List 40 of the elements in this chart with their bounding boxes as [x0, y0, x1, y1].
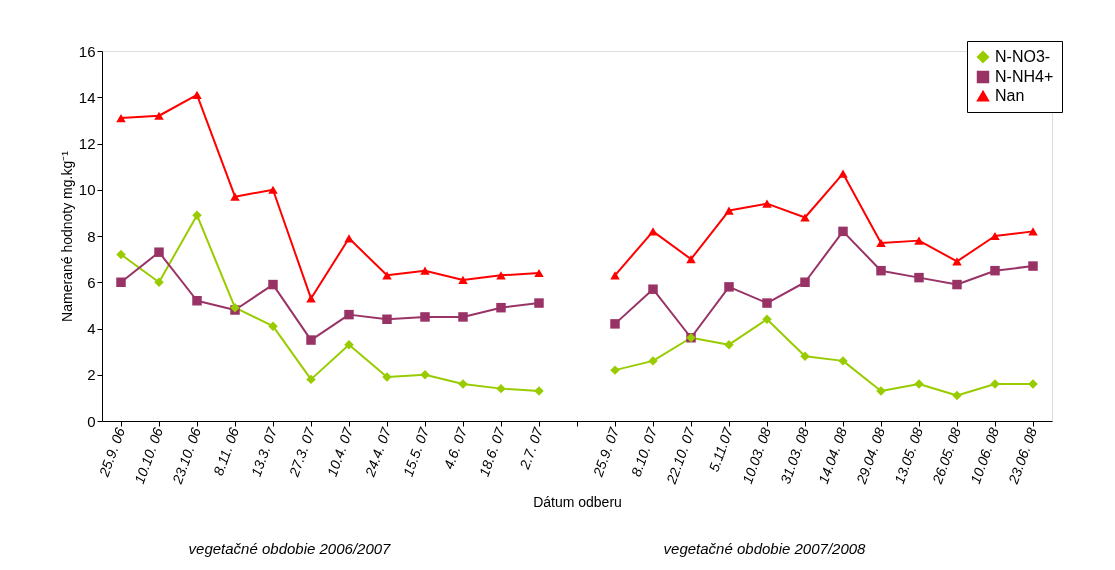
x-tick-label: 26.05. 08 [928, 425, 965, 487]
y-tick-label: 12 [78, 135, 96, 152]
x-tick-label: 10.4. 07 [323, 424, 357, 479]
x-tick-label: 10.06. 08 [967, 425, 1003, 486]
x-tick-label: 10.10. 06 [131, 425, 167, 486]
text: vegetačné obdobie 2007/2008 [663, 540, 867, 557]
x-tick-label: 24.4. 07 [361, 424, 395, 480]
x-tick-label: 10.03. 08 [739, 425, 775, 486]
x-tick-label: 25.9. 06 [95, 425, 129, 480]
y-tick-label: 0 [87, 412, 96, 430]
legend-label: N-NO3- [995, 48, 1051, 65]
x-tick-label: 25.9. 07 [589, 424, 623, 480]
y-tick-label: 4 [87, 320, 96, 337]
y-tick-label: 16 [78, 42, 96, 60]
legend-label: Nan [995, 87, 1025, 104]
x-tick-label: 2.7. 07 [516, 424, 547, 473]
y-axis-title: Namerané hodnoty mg.kg⁻¹ [58, 150, 75, 322]
x-tick-label: 27.3. 07 [285, 424, 319, 480]
legend-label: N-NH4+ [995, 68, 1054, 85]
x-axis-title: Dátum odberu [533, 493, 622, 510]
x-tick-label: 5.11.07 [705, 424, 737, 474]
text: vegetačné obdobie 2006/2007 [188, 540, 392, 557]
x-tick-label: 13.05. 08 [891, 425, 927, 486]
x-tick-label: 14.04. 08 [815, 425, 851, 486]
y-tick-label: 14 [78, 88, 96, 106]
x-tick-label: 31.03. 08 [777, 425, 813, 486]
x-tick-label: 4.6. 07 [440, 424, 471, 472]
x-tick-label: 8.11. 06 [210, 425, 243, 478]
y-tick-label: 6 [87, 273, 96, 291]
x-tick-label: 8.10. 07 [627, 424, 661, 479]
x-tick-label: 15.5. 07 [399, 424, 433, 479]
y-tick-label: 2 [87, 366, 96, 384]
x-tick-label: 23.10. 06 [168, 425, 205, 487]
x-tick-label: 29.04. 08 [852, 425, 889, 487]
x-tick-label: 22.10. 07 [662, 424, 699, 487]
x-tick-label: 13.3. 07 [247, 424, 281, 479]
x-tick-label: 23.06. 08 [1004, 425, 1041, 487]
y-tick-label: 8 [87, 227, 96, 245]
y-tick-label: 10 [78, 181, 96, 199]
x-tick-label: 18.6. 07 [475, 424, 509, 479]
